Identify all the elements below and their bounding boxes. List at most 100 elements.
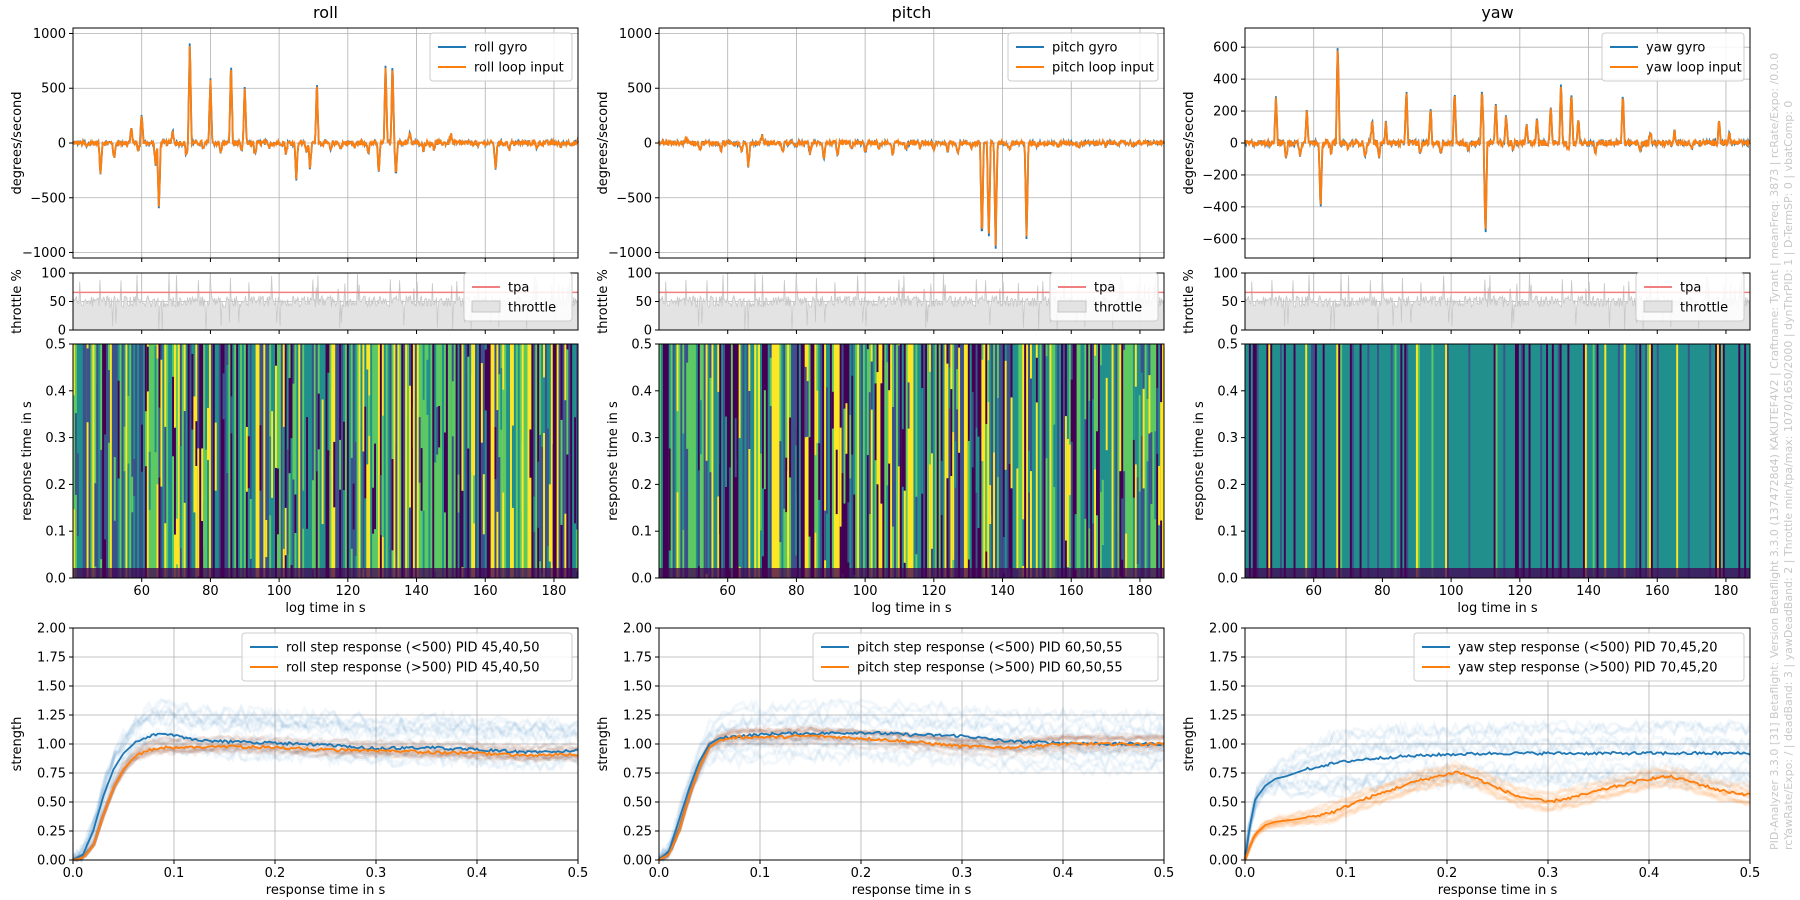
heatmap-column	[758, 344, 761, 578]
heatmap-column	[1394, 344, 1397, 578]
heatmap-column	[915, 344, 918, 578]
heatmap-column	[991, 344, 994, 578]
heatmap-column	[317, 344, 321, 578]
tick-label-y: 50	[49, 295, 66, 310]
heatmap-column	[1713, 344, 1716, 578]
heatmap-column	[313, 344, 317, 578]
heatmap-column	[1499, 344, 1502, 578]
step-trace	[657, 727, 1165, 861]
heatmap-column	[80, 344, 84, 578]
step-trace	[657, 698, 1166, 861]
tick-label-y: 1000	[619, 27, 652, 42]
heatmap-column	[812, 344, 815, 578]
heatmap-column	[1344, 344, 1347, 578]
heatmap-column	[1274, 344, 1277, 578]
heatmap-column	[905, 344, 909, 578]
heatmap-cell	[1158, 466, 1161, 526]
heatmap-column	[1361, 344, 1364, 578]
tick-label-y: 0.75	[1209, 767, 1238, 782]
tick-label-y: 0.1	[631, 525, 652, 540]
heatmap-column	[1612, 344, 1615, 578]
step-trace	[658, 725, 1165, 862]
roll-throttle-chart: 0 50 100 throttle % tpa throttle	[10, 267, 579, 339]
axes-frame	[1244, 627, 1751, 861]
tick-label-y: 0.3	[45, 431, 66, 446]
heatmap-column	[697, 344, 701, 578]
heatmap-column	[492, 344, 495, 578]
tick-label-y: 1.75	[623, 651, 652, 666]
heatmap-column	[249, 344, 253, 578]
heatmap-cell	[849, 415, 852, 479]
heatmap-column	[783, 344, 786, 578]
heatmap-column	[913, 344, 916, 578]
heatmap-column	[1592, 344, 1596, 578]
heatmap-column	[166, 344, 169, 578]
heatmap-cell	[197, 448, 200, 577]
heatmap-cell	[164, 426, 167, 524]
heatmap-column	[1254, 344, 1258, 578]
heatmap-column	[498, 344, 501, 578]
heatmap-column	[723, 344, 726, 578]
heatmap-column	[302, 344, 305, 578]
heatmap-column	[1472, 344, 1475, 578]
heatmap-column	[1689, 344, 1693, 578]
heatmap-column	[335, 344, 338, 578]
heatmap-cell	[107, 370, 111, 443]
heatmap-cell	[451, 381, 455, 437]
roll-step-response-high	[72, 744, 579, 861]
heatmap-column	[1639, 344, 1642, 578]
heatmap-cell	[930, 453, 934, 549]
heatmap-column	[1516, 344, 1520, 578]
heatmap-column	[236, 344, 239, 578]
heatmap-cell	[785, 457, 788, 513]
heatmap-column	[436, 344, 439, 578]
heatmap-column	[319, 344, 323, 578]
heatmap-column	[1299, 344, 1302, 578]
heatmap-column	[1140, 344, 1144, 578]
heatmap-cell	[434, 462, 437, 572]
heatmap-column	[804, 344, 808, 578]
tick-label-x: 0.1	[1336, 866, 1357, 881]
heatmap-cell	[738, 438, 741, 567]
heatmap-column	[1579, 344, 1582, 578]
heatmap-column	[769, 344, 773, 578]
heatmap-column	[890, 344, 893, 578]
heatmap-column	[1452, 344, 1456, 578]
step-trace	[1243, 777, 1751, 861]
heatmap-column	[531, 344, 534, 578]
heatmap-cell	[288, 378, 291, 474]
heatmap-cell	[1150, 432, 1153, 504]
heatmap-column	[1429, 344, 1432, 578]
heatmap-cell	[1074, 514, 1077, 571]
tick-label-y: 0.3	[631, 431, 652, 446]
step-trace	[1243, 764, 1751, 861]
heatmap-cell	[1064, 416, 1068, 541]
heatmap-column	[911, 344, 914, 578]
heatmap-cell	[191, 353, 194, 430]
heatmap-cell	[560, 419, 563, 525]
heatmap-column	[1136, 344, 1140, 578]
legend-entry: roll gyro	[474, 41, 527, 56]
tick-label-x: 0.4	[1053, 866, 1074, 881]
heatmap-cell	[484, 349, 488, 411]
tick-label-y: 0.1	[45, 525, 66, 540]
heatmap-cell	[847, 502, 850, 563]
heatmap-column	[1018, 344, 1021, 578]
heatmap-column	[1647, 344, 1650, 578]
heatmap-column	[185, 344, 188, 578]
tick-label-x: 100	[267, 584, 292, 599]
heatmap-column	[407, 344, 410, 578]
heatmap-column	[1573, 344, 1576, 578]
legend-swatch	[1057, 300, 1087, 313]
heatmap-column	[1402, 344, 1405, 578]
heatmap-cell	[374, 443, 377, 530]
heatmap-column	[1695, 344, 1698, 578]
heatmap-column	[1491, 344, 1495, 578]
heatmap-cell	[796, 428, 800, 493]
heatmap-cell	[1156, 387, 1159, 454]
heatmap-column	[1297, 344, 1300, 578]
heatmap-column	[1577, 344, 1580, 578]
heatmap-column	[1748, 344, 1751, 578]
tick-label-y: 0	[644, 137, 652, 152]
heatmap-cell	[201, 448, 204, 521]
